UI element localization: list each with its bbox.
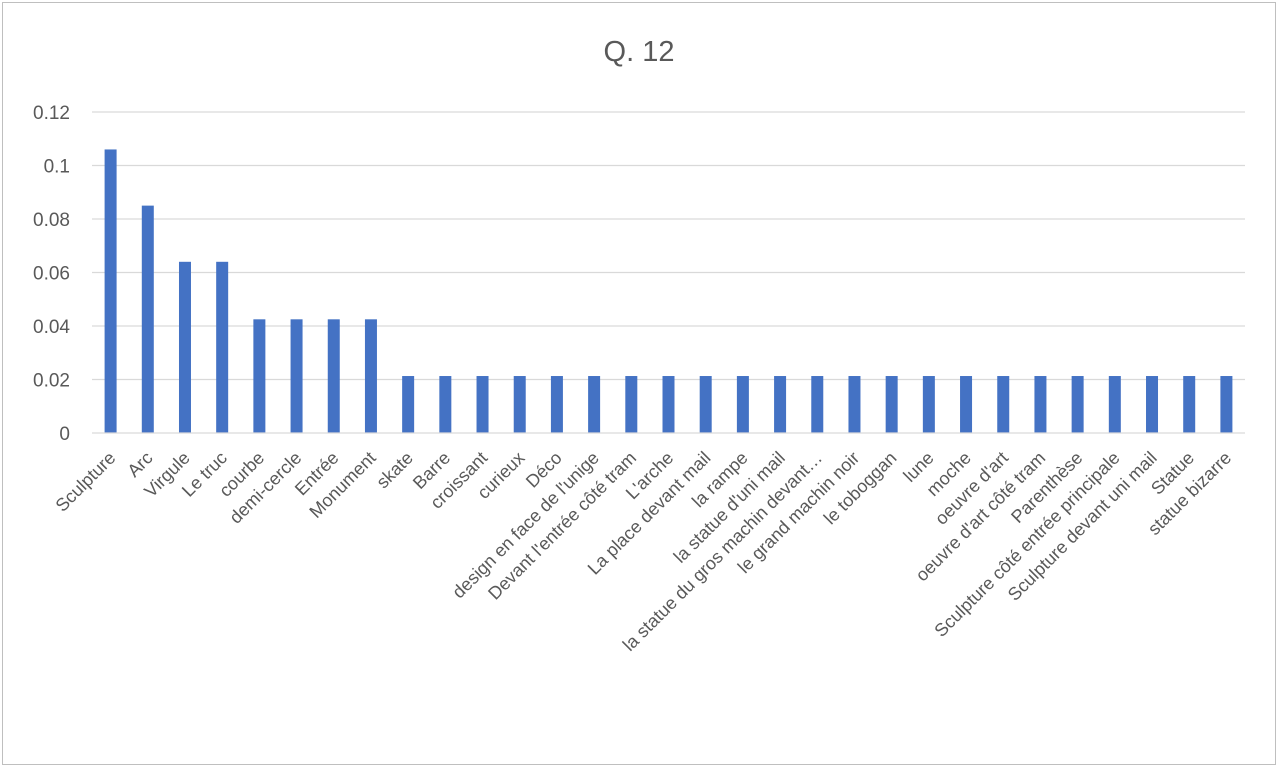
bar bbox=[960, 376, 973, 433]
bar bbox=[402, 376, 415, 433]
bar bbox=[290, 319, 303, 433]
bar bbox=[848, 376, 861, 433]
bar bbox=[253, 319, 266, 433]
bar bbox=[439, 376, 452, 433]
bar bbox=[1220, 376, 1233, 433]
bar bbox=[1071, 376, 1084, 433]
bar bbox=[216, 261, 229, 433]
x-category-label: skate bbox=[372, 448, 417, 493]
bar bbox=[736, 376, 749, 433]
bar bbox=[141, 205, 154, 433]
y-tick-label: 0.1 bbox=[44, 157, 70, 178]
bar bbox=[1146, 376, 1159, 433]
bar bbox=[513, 376, 526, 433]
bar bbox=[550, 376, 563, 433]
bar bbox=[774, 376, 787, 433]
bar bbox=[364, 319, 377, 433]
bar bbox=[922, 376, 935, 433]
bar bbox=[1034, 376, 1047, 433]
y-tick-label: 0 bbox=[59, 424, 70, 445]
bar bbox=[178, 261, 191, 433]
y-tick-label: 0.08 bbox=[33, 210, 70, 231]
bar bbox=[104, 149, 117, 433]
y-axis-tick-labels: 0 0.02 0.04 0.06 0.08 0.1 0.12 bbox=[33, 103, 70, 445]
bar bbox=[885, 376, 898, 433]
bar bbox=[811, 376, 824, 433]
bars bbox=[104, 149, 1233, 433]
chart-title: Q. 12 bbox=[604, 36, 675, 68]
bar bbox=[476, 376, 489, 433]
y-tick-label: 0.06 bbox=[33, 264, 70, 285]
bar bbox=[588, 376, 601, 433]
y-tick-label: 0.04 bbox=[33, 317, 70, 338]
bar bbox=[327, 319, 340, 433]
bar bbox=[662, 376, 675, 433]
x-category-label: Sculpture bbox=[52, 448, 120, 516]
bar bbox=[997, 376, 1010, 433]
bar bbox=[1183, 376, 1196, 433]
bar bbox=[699, 376, 712, 433]
bar bbox=[625, 376, 638, 433]
bar bbox=[1108, 376, 1121, 433]
y-tick-label: 0.02 bbox=[33, 371, 70, 392]
y-tick-label: 0.12 bbox=[33, 103, 70, 124]
gridlines bbox=[92, 111, 1245, 381]
